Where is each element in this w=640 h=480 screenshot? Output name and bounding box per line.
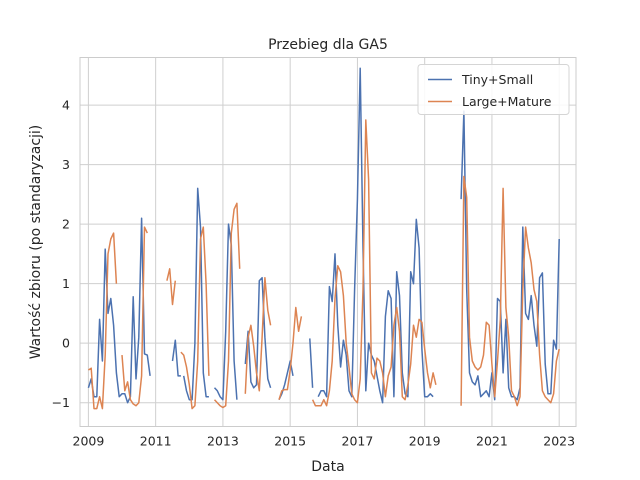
- x-tick-label: 2023: [543, 434, 575, 449]
- x-tick-label: 2019: [409, 434, 441, 449]
- x-tick-label: 2013: [207, 434, 239, 449]
- y-tick-label: 4: [62, 98, 70, 113]
- x-tick-label: 2011: [140, 434, 172, 449]
- y-tick-label: 1: [62, 276, 70, 291]
- legend-label: Large+Mature: [462, 94, 552, 109]
- series-line-tiny-small: [87, 67, 560, 404]
- plot-area-frame: [79, 57, 577, 427]
- x-axis-ticks: 2009 2011 2013 2015 2017 2019 2021 2023: [73, 434, 576, 449]
- y-tick-label: 0: [62, 336, 70, 351]
- x-axis-label: Data: [311, 459, 344, 475]
- legend: Tiny+Small Large+Mature: [417, 64, 570, 115]
- legend-label: Tiny+Small: [461, 72, 533, 87]
- series-lines: [87, 67, 560, 410]
- legend-box: [417, 64, 570, 115]
- x-tick-label: 2015: [274, 434, 306, 449]
- chart-title: Przebieg dla GA5: [268, 37, 388, 53]
- y-axis-label: Wartość zbioru (po standaryzacji): [28, 125, 44, 360]
- x-tick-label: 2017: [342, 434, 374, 449]
- x-tick-label: 2009: [73, 434, 105, 449]
- y-tick-label: 3: [62, 157, 70, 172]
- x-tick-label: 2021: [476, 434, 508, 449]
- y-tick-label: −1: [52, 395, 70, 410]
- y-tick-label: 2: [62, 217, 70, 232]
- y-axis-ticks: −1 0 1 2 3 4: [52, 98, 70, 411]
- series-line-large-mature: [87, 119, 560, 410]
